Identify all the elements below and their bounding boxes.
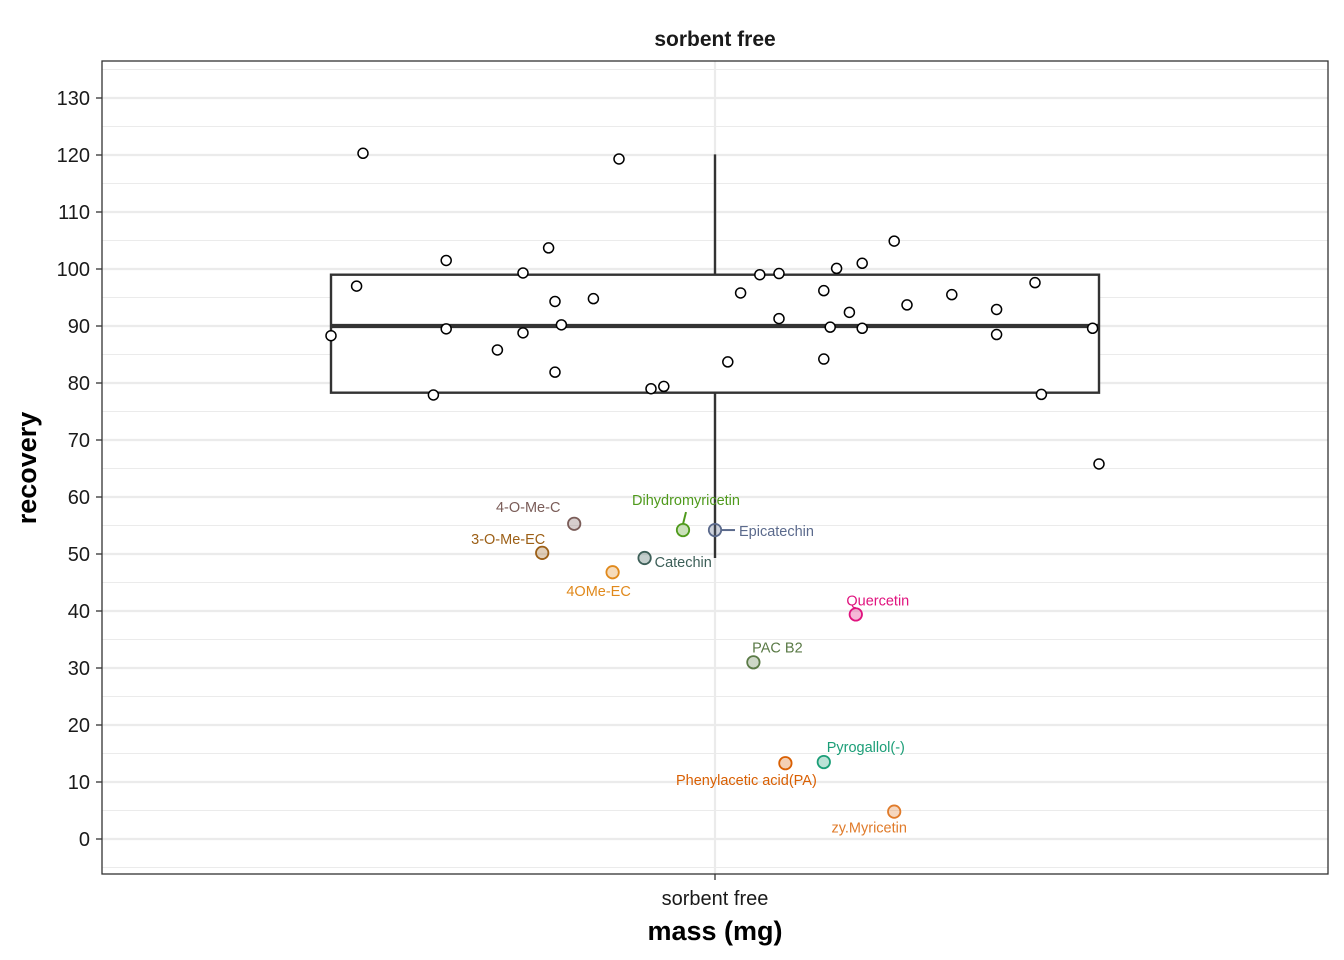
jitter-point: [1029, 276, 1041, 289]
labeled-point: [848, 607, 863, 622]
y-tick-label: 60: [68, 487, 90, 509]
jitter-point: [990, 303, 1003, 316]
labeled-point: [887, 804, 902, 819]
labeled-point: [567, 516, 582, 531]
jitter-point: [350, 280, 363, 292]
point-label: Epicatechin: [739, 524, 814, 540]
facet-title: sorbent free: [654, 28, 775, 51]
box-iqr: [329, 273, 1101, 394]
y-tick-label: 20: [68, 715, 90, 737]
point-label: Quercetin: [846, 593, 909, 609]
labeled-point: [675, 522, 691, 538]
jitter-point: [856, 322, 868, 335]
jitter-point: [1093, 458, 1105, 470]
point-label: 3-O-Me-EC: [471, 532, 545, 548]
jitter-point: [824, 321, 836, 333]
jitter-point: [1086, 322, 1099, 335]
x-tick-label: sorbent free: [662, 888, 769, 910]
y-tick-label: 120: [57, 145, 90, 167]
x-axis: sorbent free: [662, 874, 769, 910]
jitter-point: [1035, 388, 1048, 401]
jitter-point: [440, 254, 452, 267]
jitter-point: [613, 153, 625, 165]
y-tick-label: 100: [57, 259, 90, 281]
jitter-point: [555, 319, 568, 331]
point-label: Pyrogallol(-): [827, 740, 905, 756]
jitter-points: [325, 147, 1105, 470]
point-label: 4-O-Me-C: [496, 500, 560, 516]
jitter-point: [491, 344, 504, 356]
point-label: PAC B2: [752, 640, 803, 656]
jitter-point: [427, 389, 440, 401]
jitter-point: [754, 268, 766, 281]
y-tick-label: 110: [58, 202, 90, 224]
label-leader-line: [682, 511, 687, 525]
jitter-point: [773, 267, 785, 280]
x-axis-title: mass (mg): [647, 916, 782, 946]
y-tick-label: 70: [68, 430, 90, 452]
jitter-point: [658, 380, 670, 393]
jitter-point: [587, 292, 600, 305]
y-tick-label: 40: [68, 601, 90, 623]
jitter-point: [517, 327, 529, 339]
jitter-point: [773, 312, 785, 325]
labeled-point: [707, 522, 723, 538]
y-tick-label: 30: [68, 658, 90, 680]
y-tick-label: 80: [68, 373, 90, 395]
jitter-point: [734, 287, 747, 299]
jitter-point: [542, 242, 555, 254]
point-label: zy.Myricetin: [831, 821, 906, 837]
y-axis-title: recovery: [12, 412, 42, 525]
y-axis: 0 10 20 30 40 50 60 70 80 90 100 110 120 130: [57, 88, 102, 851]
y-tick-label: 90: [68, 316, 90, 338]
labeled-point: [746, 655, 761, 670]
point-label: 4OMe-EC: [566, 584, 630, 600]
jitter-point: [901, 299, 913, 311]
jitter-point: [549, 295, 561, 308]
jitter-point: [843, 306, 856, 319]
jitter-point: [722, 356, 734, 368]
point-label: Catechin: [655, 555, 712, 571]
box-layer: [329, 154, 1101, 558]
jitter-point: [990, 328, 1003, 341]
point-label: Phenylacetic acid(PA): [676, 773, 817, 789]
labeled-points: 4-O-Me-C Dihydromyricetin Epicatechin 3-O-M…: [471, 493, 909, 837]
labeled-point: [637, 550, 652, 566]
labeled-point: [816, 754, 831, 770]
jitter-point: [856, 257, 868, 270]
jitter-point: [357, 147, 369, 160]
jitter-point: [645, 382, 657, 395]
jitter-point: [517, 267, 529, 279]
y-tick-label: 50: [68, 544, 90, 566]
jitter-point: [549, 366, 561, 378]
labeled-point: [535, 545, 550, 560]
y-tick-label: 0: [79, 829, 90, 851]
jitter-point: [888, 235, 900, 247]
labeled-point: [778, 756, 793, 771]
jitter-point: [325, 329, 337, 342]
point-label: Dihydromyricetin: [632, 493, 740, 509]
y-tick-label: 10: [68, 772, 90, 794]
jitter-point: [946, 288, 958, 301]
labeled-point: [605, 565, 620, 580]
jitter-point: [440, 323, 452, 335]
jitter-point: [830, 262, 843, 275]
y-tick-label: 130: [57, 88, 90, 110]
jitter-point: [818, 284, 830, 297]
jitter-point: [818, 353, 830, 365]
